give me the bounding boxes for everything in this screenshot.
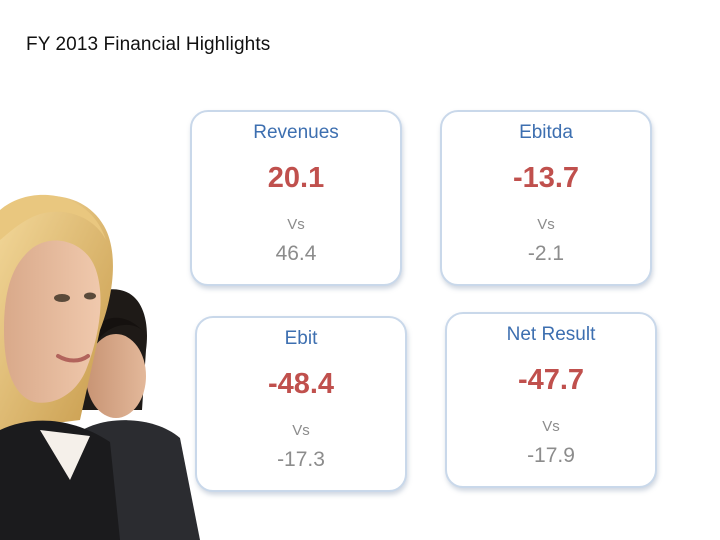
card-label: Net Result [506,324,596,345]
card-value: -48.4 [267,368,335,400]
card-label: Revenues [253,122,339,143]
card-vs-label: Vs [542,418,560,435]
card-label: Ebitda [519,122,573,143]
revenues-card: Revenues 20.1 Vs 46.4 [190,110,402,286]
card-vs-label: Vs [292,422,310,439]
card-previous-value: -17.9 [527,444,575,467]
ebitda-card: Ebitda -13.7 Vs -2.1 [440,110,652,286]
card-value: -13.7 [512,162,580,194]
card-label: Ebit [284,328,318,349]
net-result-card: Net Result -47.7 Vs -17.9 [445,312,657,488]
card-value: -47.7 [517,364,585,396]
card-previous-value: 46.4 [275,242,317,265]
business-women-photo [0,194,200,540]
ebit-card: Ebit -48.4 Vs -17.3 [195,316,407,492]
card-previous-value: -2.1 [527,242,565,265]
card-value: 20.1 [267,162,325,194]
card-vs-label: Vs [287,216,305,233]
slide-title: FY 2013 Financial Highlights [26,34,271,55]
card-previous-value: -17.3 [277,448,325,471]
card-vs-label: Vs [537,216,555,233]
